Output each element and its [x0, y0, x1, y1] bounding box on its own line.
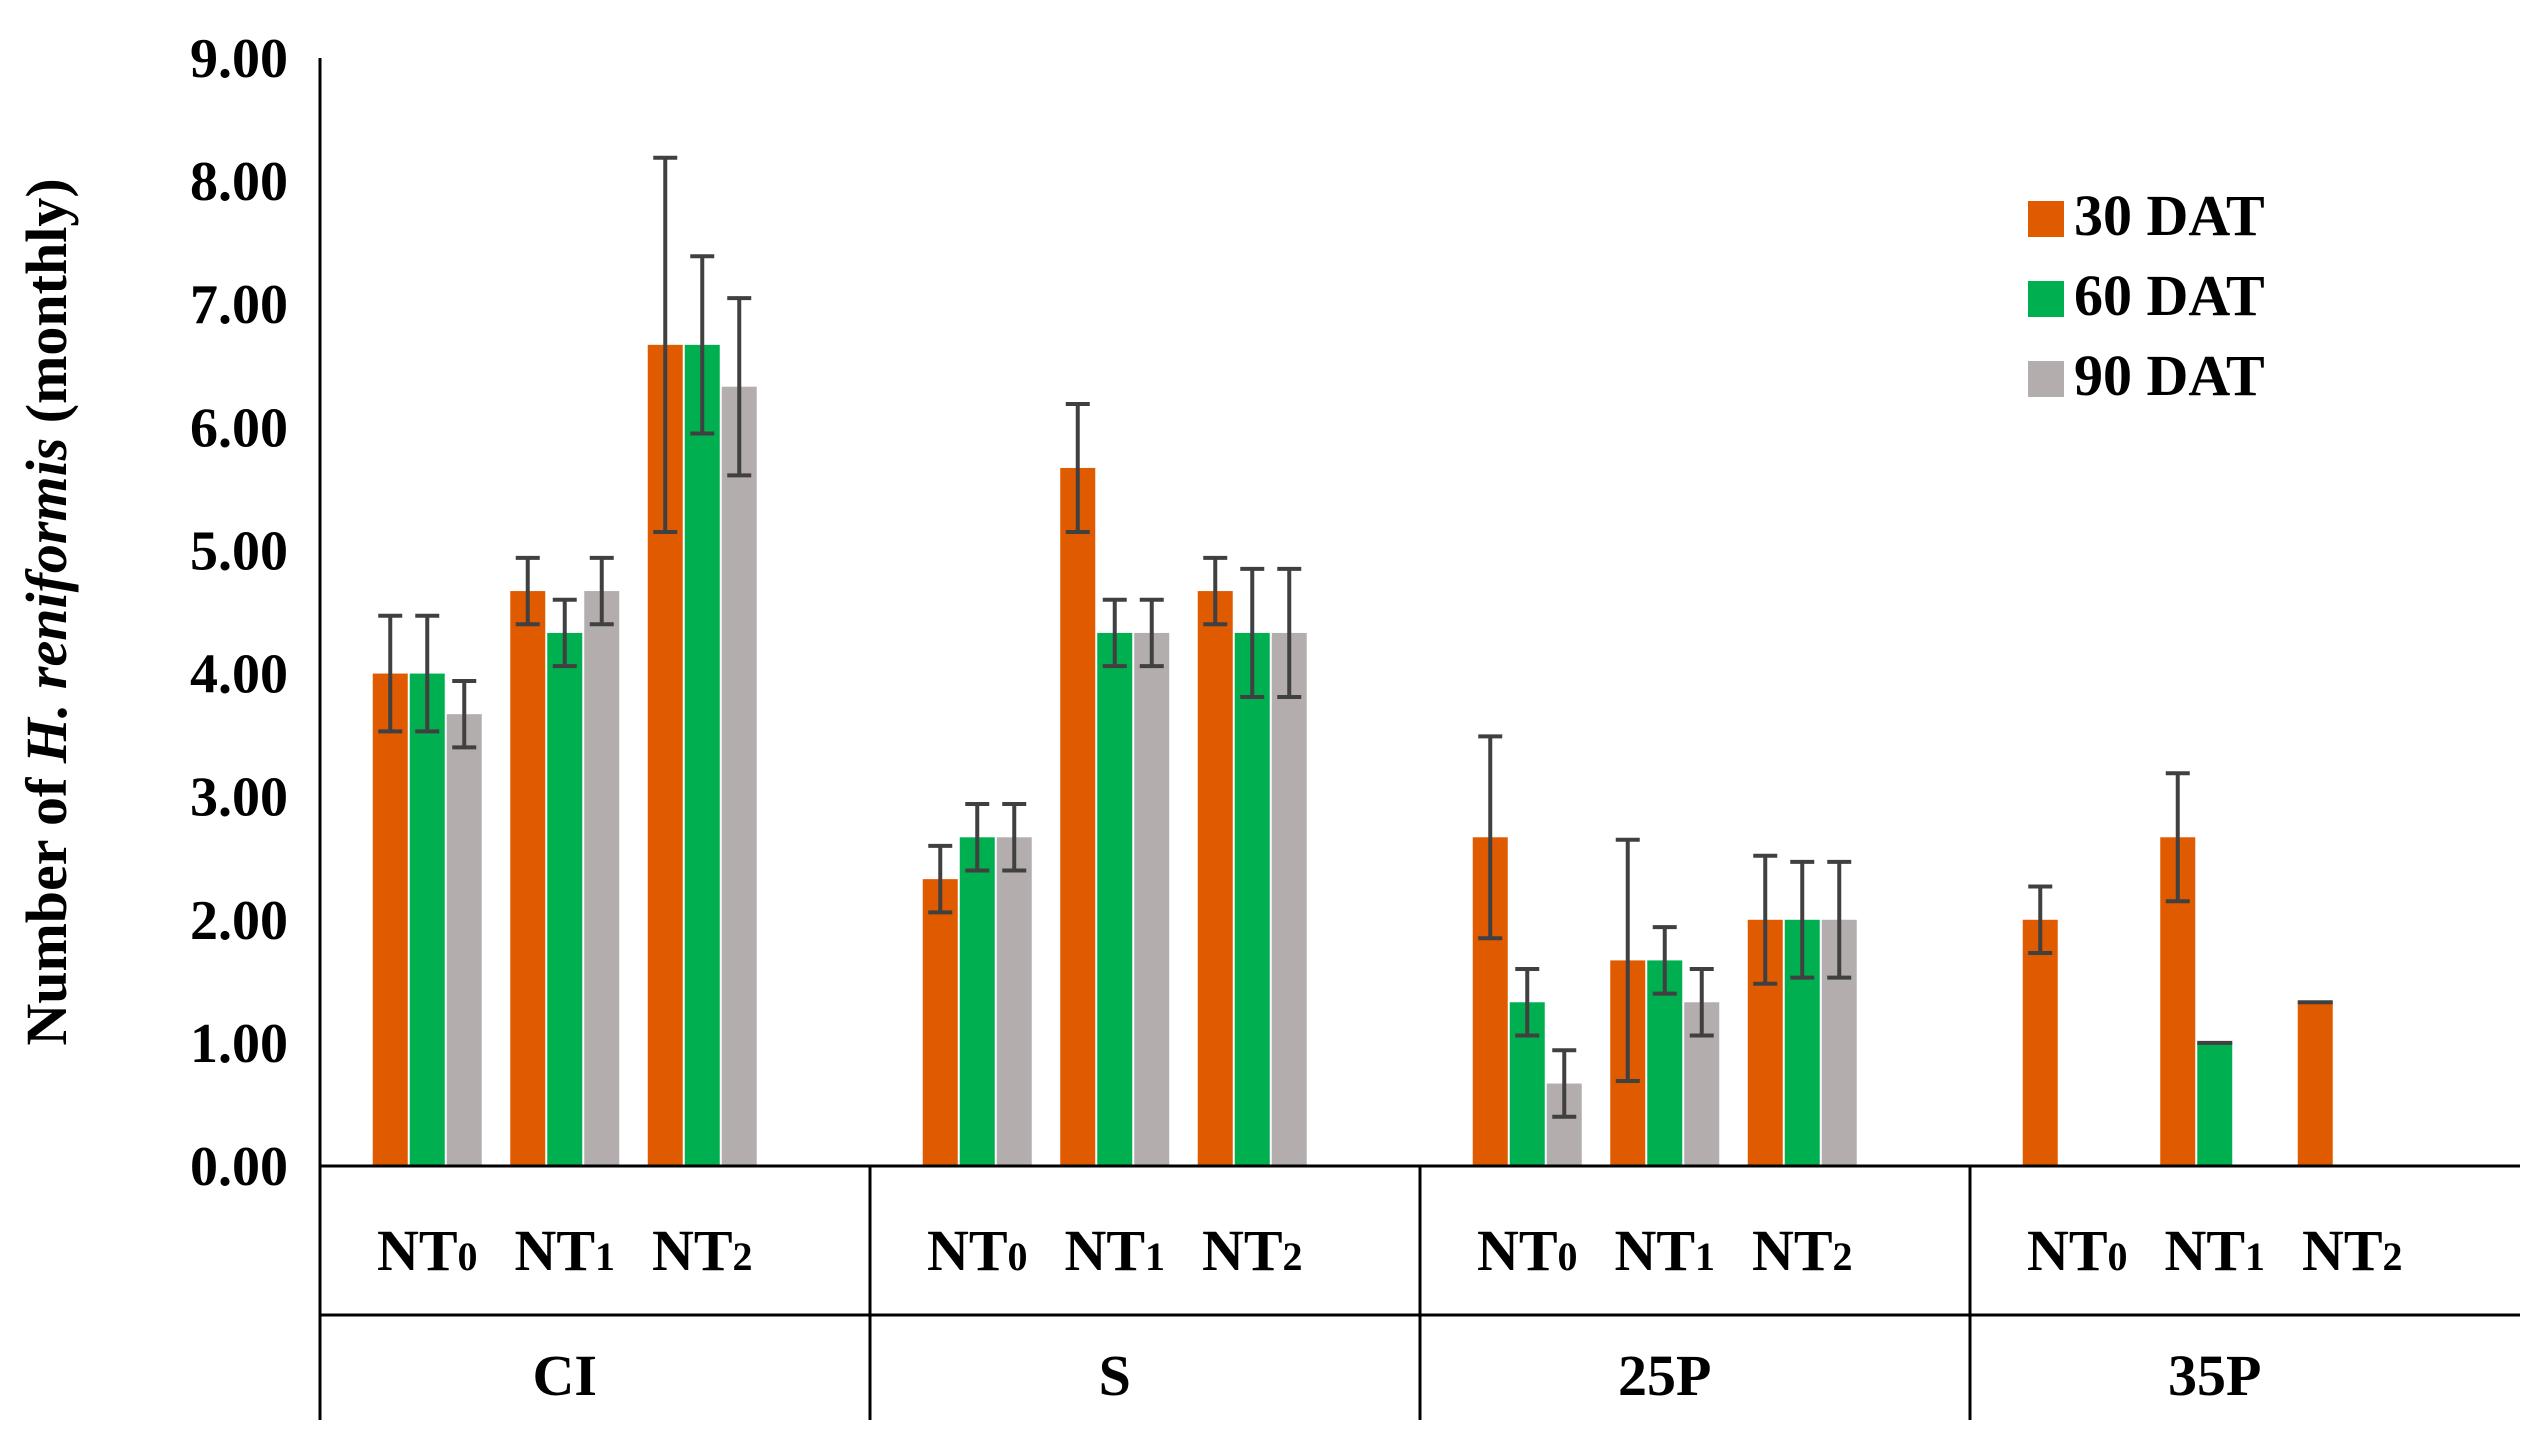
category-label-sub: 2 — [1283, 1234, 1303, 1279]
category-label-sub: 2 — [733, 1234, 753, 1279]
category-label: NT2 — [652, 1218, 753, 1283]
category-label: NT1 — [2164, 1218, 2265, 1283]
category-label: NT0 — [2027, 1218, 2128, 1283]
y-tick-label: 2.00 — [190, 890, 288, 952]
group-label: CI — [533, 1343, 597, 1408]
y-axis-ticks: 0.00 1.00 2.00 3.00 4.00 5.00 6.00 7.00 8.00 9.00 — [190, 28, 288, 1198]
category-label-sub: 1 — [1145, 1234, 1165, 1279]
category-label-main: NT — [1064, 1218, 1145, 1283]
legend-label: 90 DAT — [2074, 343, 2265, 408]
category-label-sub: 0 — [1008, 1234, 1028, 1279]
y-axis-title-suffix: (monthly) — [14, 178, 79, 437]
bar-s-nt0-90-dat — [996, 837, 1032, 1166]
bar-ci-nt2-60-dat — [684, 344, 720, 1166]
bar-ci-nt2-90-dat — [721, 386, 757, 1166]
y-axis-title-prefix: Number of — [14, 763, 79, 1045]
group-label: S — [1099, 1343, 1131, 1408]
category-label-main: NT — [2027, 1218, 2108, 1283]
category-label-main: NT — [927, 1218, 1008, 1283]
category-label-main: NT — [1477, 1218, 1558, 1283]
category-label-sub: 1 — [1695, 1234, 1715, 1279]
axes-group — [318, 58, 2520, 1420]
y-tick-label: 4.00 — [190, 644, 288, 706]
category-label: NT1 — [1064, 1218, 1165, 1283]
category-label-sub: 0 — [2108, 1234, 2128, 1279]
y-tick-label: 7.00 — [190, 274, 288, 336]
bar-ci-nt0-90-dat — [446, 714, 482, 1166]
y-tick-label: 1.00 — [190, 1013, 288, 1075]
category-label-sub: 1 — [2245, 1234, 2265, 1279]
legend: 30 DAT 60 DAT 90 DAT — [2028, 183, 2265, 408]
legend-swatch-30-dat — [2028, 201, 2064, 237]
bar-s-nt1-30-dat — [1060, 467, 1096, 1167]
bar-ci-nt1-30-dat — [510, 591, 546, 1166]
bar-s-nt2-90-dat — [1271, 632, 1307, 1166]
bar-35p-nt0-30-dat — [2022, 919, 2058, 1166]
group-label: 25P — [1618, 1343, 1711, 1408]
bar-35p-nt1-60-dat — [2197, 1042, 2233, 1166]
bar-ci-nt1-60-dat — [547, 632, 583, 1166]
category-label: NT0 — [927, 1218, 1028, 1283]
category-label-main: NT — [1614, 1218, 1695, 1283]
category-label: NT2 — [2302, 1218, 2403, 1283]
category-label: NT0 — [377, 1218, 478, 1283]
bar-s-nt1-90-dat — [1134, 632, 1170, 1166]
y-axis-title-species: H. reniformis — [14, 438, 79, 765]
category-label-main: NT — [652, 1218, 733, 1283]
category-label-main: NT — [2164, 1218, 2245, 1283]
error-bar-group — [378, 155, 2333, 1119]
category-label-main: NT — [1752, 1218, 1833, 1283]
y-axis-title-group: Number of H. reniformis (monthly) — [14, 178, 79, 1045]
y-tick-label: 8.00 — [190, 151, 288, 213]
group-label: 35P — [2168, 1343, 2261, 1408]
bar-ci-nt0-60-dat — [409, 673, 445, 1166]
bar-s-nt0-30-dat — [922, 879, 958, 1166]
y-tick-label: 3.00 — [190, 767, 288, 829]
category-label: NT1 — [514, 1218, 615, 1283]
bar-s-nt0-60-dat — [959, 837, 995, 1166]
category-label-sub: 2 — [1833, 1234, 1853, 1279]
category-label-main: NT — [377, 1218, 458, 1283]
category-label-main: NT — [2302, 1218, 2383, 1283]
y-axis-title: Number of H. reniformis (monthly) — [14, 178, 79, 1045]
category-label: NT2 — [1752, 1218, 1853, 1283]
category-label: NT2 — [1202, 1218, 1303, 1283]
legend-label: 60 DAT — [2074, 263, 2265, 328]
bar-35p-nt2-30-dat — [2297, 1002, 2333, 1166]
bar-s-nt1-60-dat — [1097, 632, 1133, 1166]
category-label-sub: 0 — [458, 1234, 478, 1279]
bar-s-nt2-30-dat — [1197, 591, 1233, 1166]
category-label: NT0 — [1477, 1218, 1578, 1283]
bar-s-nt2-60-dat — [1234, 632, 1270, 1166]
category-label: NT1 — [1614, 1218, 1715, 1283]
category-label-sub: 2 — [2383, 1234, 2403, 1279]
category-label-sub: 0 — [1558, 1234, 1578, 1279]
bar-ci-nt1-90-dat — [584, 591, 620, 1166]
legend-swatch-90-dat — [2028, 361, 2064, 397]
y-tick-label: 5.00 — [190, 520, 288, 582]
y-tick-label: 0.00 — [190, 1136, 288, 1198]
category-label-sub: 1 — [595, 1234, 615, 1279]
bar-ci-nt0-30-dat — [372, 673, 408, 1166]
y-tick-label: 6.00 — [190, 397, 288, 459]
bar-series-group — [372, 344, 2333, 1167]
legend-swatch-60-dat — [2028, 281, 2064, 317]
category-label-main: NT — [514, 1218, 595, 1283]
y-tick-label: 9.00 — [190, 28, 288, 90]
legend-label: 30 DAT — [2074, 183, 2265, 248]
category-label-main: NT — [1202, 1218, 1283, 1283]
